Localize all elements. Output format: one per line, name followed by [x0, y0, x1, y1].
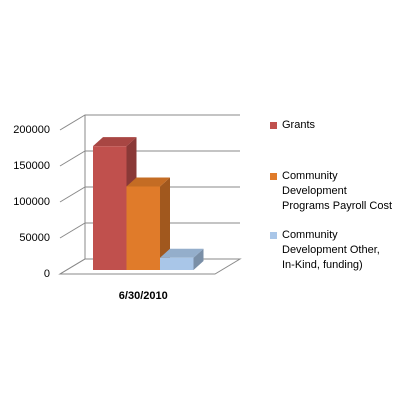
bar-top [160, 248, 204, 258]
bar-top [126, 177, 170, 187]
grid-line [59, 114, 240, 131]
legend-item: Community Development Other, In-Kind, fu… [270, 228, 395, 273]
legend-swatch [270, 232, 277, 239]
y-tick-label: 50000 [19, 232, 50, 244]
bar-side [193, 248, 204, 270]
y-tick-label: 0 [44, 268, 50, 280]
x-tick-label: 6/30/2010 [119, 290, 168, 302]
legend-label: Community Development Programs Payroll C… [282, 170, 393, 212]
bar [93, 146, 127, 270]
bar [160, 257, 194, 270]
legend-swatch [270, 173, 277, 180]
y-tick-label: 100000 [13, 196, 50, 208]
legend-item: Community Development Programs Payroll C… [270, 169, 395, 214]
y-tick-label: 200000 [13, 124, 50, 136]
bar-top-shade [160, 248, 204, 258]
legend-swatch [270, 122, 277, 129]
grid-line [59, 222, 240, 239]
bar [126, 186, 160, 270]
legend-label: Grants [282, 119, 316, 131]
legend-item: Grants [270, 118, 395, 133]
bar-side-shade [193, 248, 204, 270]
bar-side [160, 177, 170, 270]
legend: Grants Community Development Programs Pay… [270, 118, 395, 287]
legend-label: Community Development Other, In-Kind, fu… [282, 229, 380, 271]
bar-top-shade [126, 177, 170, 187]
bar-top [93, 137, 137, 147]
grid-line [59, 186, 240, 203]
bar-side-shade [160, 177, 170, 270]
bar-top-shade [93, 137, 137, 147]
grid-line [59, 150, 240, 167]
y-tick-label: 150000 [13, 160, 50, 172]
